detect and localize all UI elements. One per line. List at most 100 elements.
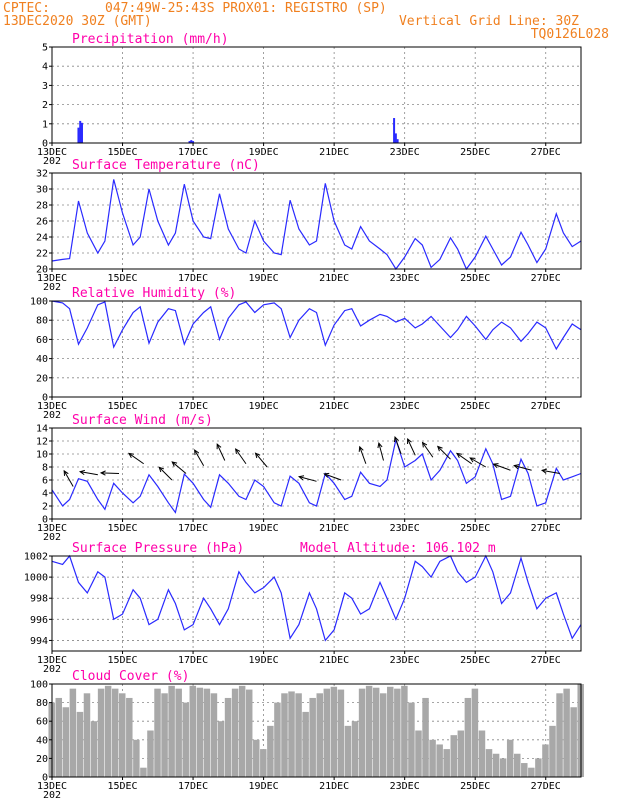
cloud-cover-bar bbox=[147, 730, 154, 777]
precip-bar bbox=[79, 120, 82, 143]
header-source: CPTEC: bbox=[3, 1, 50, 16]
cloud-cover-bar bbox=[408, 702, 415, 777]
cloud-cover-bar bbox=[182, 702, 189, 777]
wind-vector bbox=[235, 448, 247, 465]
y-tick-label: 80 bbox=[36, 316, 48, 327]
wind-vector-head bbox=[298, 475, 305, 481]
x-tick-label: 21DEC bbox=[319, 401, 349, 412]
cloud-cover-bar bbox=[344, 725, 352, 777]
precip-bar bbox=[190, 140, 193, 143]
cloud-cover-bar bbox=[436, 744, 443, 777]
cloud-cover-bar bbox=[76, 711, 84, 777]
pressure-frame bbox=[51, 555, 582, 652]
x-tick-label: 25DEC bbox=[460, 781, 490, 792]
x-year-stub: 202 bbox=[43, 156, 61, 167]
wind-vector bbox=[456, 453, 472, 465]
wind-vector-head bbox=[492, 463, 499, 469]
wind-vector-head bbox=[436, 445, 443, 452]
y-tick-label: 0 bbox=[42, 393, 48, 404]
wind-vector bbox=[128, 453, 144, 465]
pressure-title: Surface Pressure (hPa) bbox=[72, 541, 244, 556]
x-tick-label: 25DEC bbox=[460, 147, 490, 158]
wind-vector bbox=[407, 438, 416, 456]
cloud-cover-bar bbox=[464, 697, 472, 777]
wind-vector bbox=[255, 452, 268, 468]
x-tick-label: 19DEC bbox=[249, 655, 279, 666]
cloud-cover-bar bbox=[168, 685, 175, 777]
x-tick-label: 13DEC bbox=[37, 523, 67, 534]
header-grid-note: Vertical Grid Line: 30Z bbox=[399, 14, 579, 29]
precip-bar bbox=[192, 141, 195, 143]
x-tick-label: 13DEC bbox=[37, 781, 67, 792]
temperature-frame bbox=[51, 172, 582, 270]
y-tick-label: 22 bbox=[36, 249, 48, 260]
x-tick-label: 23DEC bbox=[390, 655, 420, 666]
cloud-cover-bar bbox=[133, 739, 140, 777]
wind-vector-head bbox=[78, 469, 86, 476]
precipitation-title: Precipitation (mm/h) bbox=[72, 32, 229, 47]
cloud-cover-bar bbox=[196, 687, 204, 777]
y-tick-label: 28 bbox=[36, 201, 48, 212]
cloud-cover-bar bbox=[210, 693, 218, 777]
wind-vector-head bbox=[194, 449, 200, 456]
wind-vector bbox=[324, 473, 342, 481]
cloud-cover-bar bbox=[492, 753, 500, 777]
wind-vector-head bbox=[171, 461, 178, 467]
wind-vector bbox=[514, 465, 532, 471]
y-tick-label: 100 bbox=[30, 297, 48, 308]
y-tick-label: 4 bbox=[42, 489, 48, 500]
x-tick-label: 17DEC bbox=[178, 273, 208, 284]
x-year-stub: 202 bbox=[43, 410, 61, 421]
x-tick-label: 23DEC bbox=[390, 273, 420, 284]
cloud-cover-bar bbox=[295, 693, 302, 777]
wind-vector-head bbox=[393, 436, 399, 443]
cloud-cover-bar bbox=[549, 725, 556, 777]
cloud-cover-bar bbox=[175, 688, 182, 777]
cloud-cover-bar bbox=[245, 689, 253, 777]
wind-vector-head bbox=[254, 452, 261, 459]
temperature-series-line bbox=[51, 179, 582, 271]
y-tick-label: 10 bbox=[36, 450, 48, 461]
wind-vector-head bbox=[234, 448, 241, 455]
cloud-cover-bar bbox=[274, 702, 281, 777]
y-tick-label: 40 bbox=[36, 354, 48, 365]
model-altitude-note: Model Altitude: 106.102 m bbox=[300, 541, 496, 556]
wind-vector bbox=[542, 469, 560, 474]
x-tick-label: 27DEC bbox=[531, 147, 561, 158]
wind-vector-head bbox=[128, 452, 134, 459]
x-tick-label: 19DEC bbox=[249, 273, 279, 284]
cloud-cover-bar bbox=[104, 685, 112, 777]
wind-vector bbox=[437, 446, 451, 460]
wind-vector-head bbox=[377, 442, 383, 449]
cloud-cover-bar bbox=[499, 758, 507, 777]
cloud-title: Cloud Cover (%) bbox=[72, 669, 189, 684]
cloud-cover-bar bbox=[535, 758, 542, 777]
cloud-cover-bar bbox=[253, 739, 260, 777]
panel-cloud: 0 20 40 60 80 100 13DEC 15DEC 17DEC 19DEC 21DEC 23D… bbox=[30, 669, 584, 800]
cloud-cover-bar bbox=[478, 730, 486, 777]
y-tick-label: 0 bbox=[42, 515, 48, 526]
x-tick-label: 21DEC bbox=[319, 147, 349, 158]
wind-vector bbox=[101, 472, 120, 474]
x-tick-label: 25DEC bbox=[460, 655, 490, 666]
y-tick-label: 80 bbox=[36, 698, 48, 709]
cloud-cover-bar bbox=[542, 744, 549, 777]
y-tick-label: 0 bbox=[42, 139, 48, 150]
wind-vector bbox=[359, 446, 367, 464]
wind-vector-head bbox=[99, 470, 106, 476]
wind-vector-head bbox=[421, 441, 428, 448]
wind-frame bbox=[51, 427, 582, 520]
y-tick-label: 1002 bbox=[24, 552, 48, 563]
wind-vector bbox=[63, 470, 74, 487]
x-tick-label: 27DEC bbox=[531, 781, 561, 792]
x-tick-label: 15DEC bbox=[107, 401, 137, 412]
cloud-cover-bar bbox=[443, 749, 450, 777]
x-tick-label: 13DEC bbox=[37, 147, 67, 158]
y-tick-label: 100 bbox=[30, 680, 48, 691]
y-tick-label: 26 bbox=[36, 217, 48, 228]
humidity-frame bbox=[51, 300, 582, 398]
cloud-cover-bar bbox=[224, 697, 232, 777]
precip-bar bbox=[80, 122, 83, 143]
